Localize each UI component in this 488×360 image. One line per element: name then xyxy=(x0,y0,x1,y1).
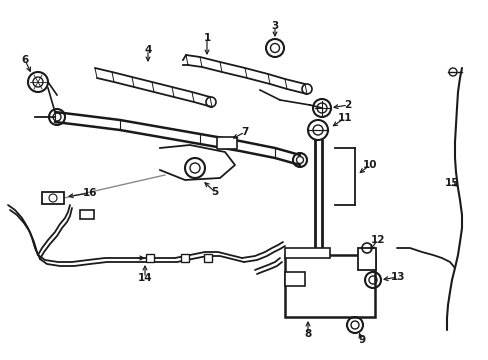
Text: 3: 3 xyxy=(271,21,278,31)
Text: 1: 1 xyxy=(203,33,210,43)
Bar xyxy=(42,192,64,204)
Text: 5: 5 xyxy=(211,187,218,197)
Text: 8: 8 xyxy=(304,329,311,339)
Text: 11: 11 xyxy=(337,113,351,123)
Text: 7: 7 xyxy=(241,127,248,137)
Text: 14: 14 xyxy=(138,273,152,283)
Bar xyxy=(146,254,154,262)
FancyBboxPatch shape xyxy=(217,137,237,149)
Bar xyxy=(285,272,305,286)
Text: 2: 2 xyxy=(344,100,351,110)
Text: 9: 9 xyxy=(358,335,365,345)
Text: 10: 10 xyxy=(362,160,376,170)
Bar xyxy=(357,248,375,270)
Bar xyxy=(80,210,94,219)
Text: 12: 12 xyxy=(370,235,385,245)
Bar xyxy=(285,248,329,258)
Text: 16: 16 xyxy=(82,188,97,198)
Bar xyxy=(285,255,374,317)
Text: 4: 4 xyxy=(144,45,151,55)
Bar xyxy=(181,254,189,262)
Text: 13: 13 xyxy=(390,272,405,282)
Bar xyxy=(203,254,212,262)
Polygon shape xyxy=(160,145,235,180)
Text: 6: 6 xyxy=(21,55,29,65)
Text: 15: 15 xyxy=(444,178,458,188)
